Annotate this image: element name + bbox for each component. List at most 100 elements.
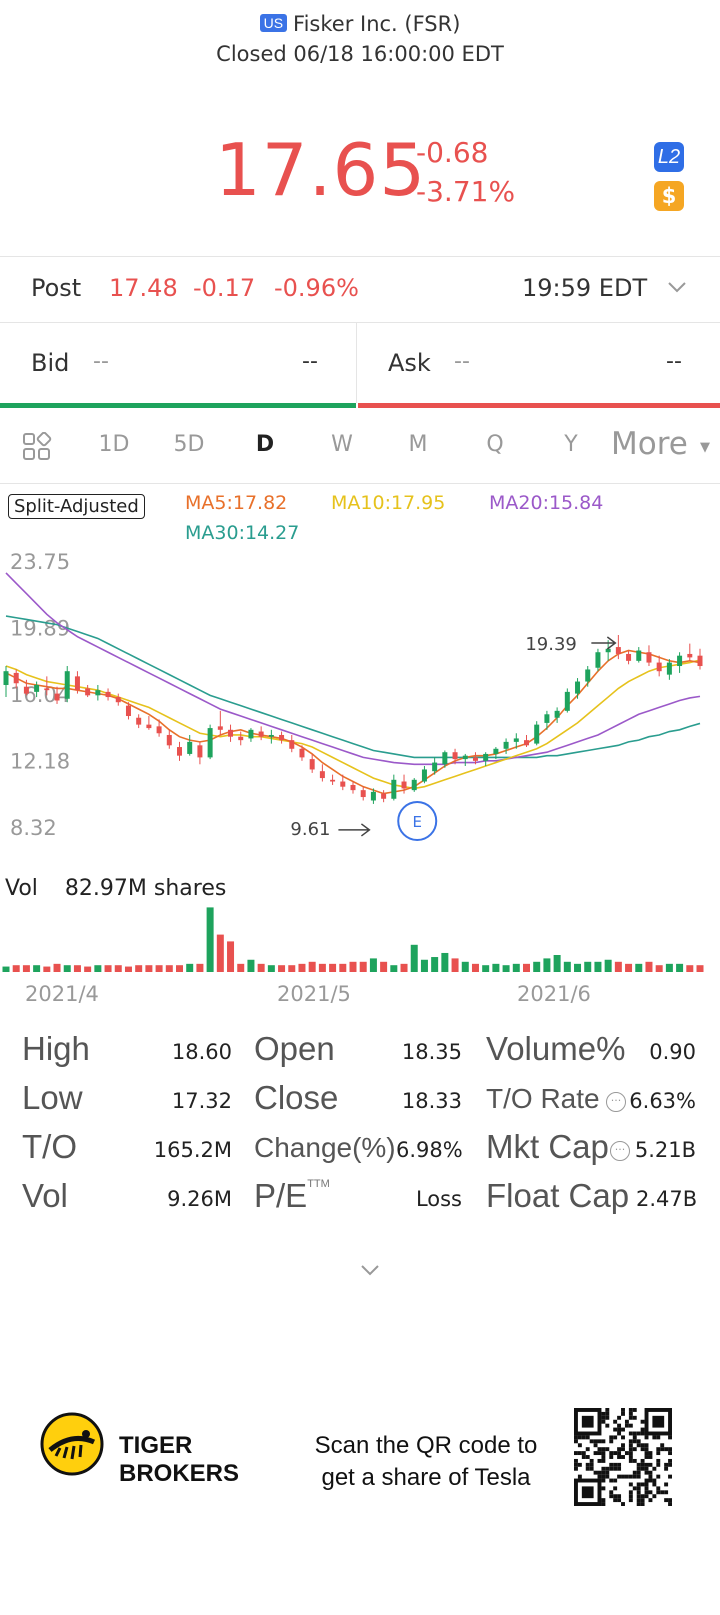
qr-code[interactable]	[574, 1408, 672, 1506]
candle-body	[64, 671, 70, 699]
qr-module	[617, 1498, 622, 1503]
volume-bar	[441, 952, 449, 972]
qr-module	[624, 1451, 629, 1456]
volume-bar	[104, 965, 112, 972]
volume-bar	[533, 961, 541, 972]
tab-more[interactable]: More	[611, 426, 688, 462]
stat-label-pe-text: P/E	[254, 1177, 308, 1214]
dollar-icon[interactable]: $	[654, 181, 684, 211]
volume-header: Vol 82.97M shares	[5, 876, 226, 901]
tab-q[interactable]: Q	[486, 432, 504, 457]
qr-module	[636, 1470, 641, 1475]
tab-1d[interactable]: 1D	[98, 432, 130, 457]
arrow-right-icon	[591, 636, 617, 650]
qr-module	[609, 1494, 614, 1499]
tab-d[interactable]: D	[255, 432, 275, 457]
chevron-down-icon[interactable]	[666, 276, 688, 298]
ma5-label: MA5:17.82	[185, 492, 288, 514]
qr-module	[640, 1494, 645, 1499]
volume-bar	[451, 958, 459, 972]
candle	[564, 688, 570, 713]
bid-panel[interactable]: Bid -- --	[0, 323, 356, 408]
volume-bar	[625, 963, 633, 972]
candle	[105, 688, 111, 701]
qr-module	[640, 1431, 645, 1436]
info-icon[interactable]: ···	[610, 1141, 630, 1161]
volume-bar	[594, 961, 602, 972]
stat-value-vol: 9.26M	[167, 1187, 232, 1211]
candle	[442, 750, 448, 768]
volume-bar	[665, 963, 673, 972]
divider	[0, 322, 720, 323]
volume-bar	[696, 965, 704, 972]
qr-module	[617, 1415, 622, 1420]
promo-text: Scan the QR code to get a share of Tesla	[302, 1430, 550, 1494]
candle-body	[248, 729, 254, 739]
split-adjusted-toggle[interactable]: Split-Adjusted	[8, 494, 145, 519]
candle-body	[513, 738, 519, 742]
volume-bar	[247, 959, 255, 972]
expand-chevron-icon[interactable]	[358, 1262, 382, 1278]
qr-module	[632, 1458, 637, 1463]
tab-y[interactable]: Y	[564, 432, 578, 457]
tab-w[interactable]: W	[331, 432, 353, 457]
candle-body	[299, 748, 305, 758]
promo-line: Scan the QR code to	[314, 1432, 538, 1459]
qr-module	[636, 1462, 641, 1467]
candle	[319, 764, 325, 782]
qr-module	[656, 1447, 661, 1452]
qr-module	[644, 1486, 649, 1491]
level2-icon[interactable]: L2	[654, 142, 684, 172]
qr-module	[656, 1462, 661, 1467]
candle-body	[23, 686, 29, 694]
ask-panel[interactable]: Ask -- --	[357, 323, 720, 408]
stat-value-pe: Loss	[415, 1187, 462, 1211]
qr-module	[624, 1419, 629, 1424]
volume-bar	[84, 966, 92, 972]
qr-module	[636, 1466, 641, 1471]
qr-module	[617, 1423, 622, 1428]
qr-module	[589, 1462, 594, 1467]
tab-5d[interactable]: 5D	[173, 432, 205, 457]
qr-module	[621, 1435, 625, 1440]
volume-bar	[553, 955, 561, 972]
candle	[666, 659, 672, 680]
volume-chart[interactable]	[0, 900, 720, 976]
qr-module	[601, 1447, 606, 1452]
qr-module	[613, 1498, 618, 1503]
qr-module	[628, 1498, 633, 1503]
qr-module	[644, 1494, 649, 1499]
stat-value-open: 18.35	[401, 1040, 462, 1064]
candle	[95, 684, 101, 701]
chart-layout-icon[interactable]	[22, 432, 52, 462]
candle	[217, 710, 223, 735]
info-icon[interactable]: ···	[606, 1092, 626, 1112]
volume-bar	[369, 958, 377, 972]
post-market-row[interactable]: Post 17.48 -0.17 -0.96% 19:59 EDT	[0, 258, 720, 322]
quote-header: US Fisker Inc. (FSR) Closed 06/18 16:00:0…	[0, 0, 720, 256]
qr-module	[585, 1455, 590, 1459]
volume-bar	[308, 961, 316, 972]
candle	[472, 752, 478, 765]
qr-module	[597, 1474, 602, 1479]
qr-module	[613, 1451, 618, 1456]
qr-module	[617, 1466, 622, 1471]
qr-finder	[581, 1415, 594, 1428]
volume-bar	[135, 965, 143, 972]
volume-bar	[349, 961, 357, 972]
qr-module	[613, 1427, 618, 1432]
volume-bar	[563, 961, 571, 972]
qr-module	[640, 1458, 645, 1463]
x-label: 2021/4	[25, 982, 99, 1006]
candle	[585, 666, 591, 687]
candle	[146, 716, 152, 730]
candle-body	[472, 757, 478, 761]
tab-m[interactable]: M	[408, 432, 428, 457]
qr-module	[636, 1486, 641, 1491]
qr-module	[628, 1474, 633, 1479]
volume-bar	[635, 963, 643, 972]
candle-body	[187, 741, 193, 754]
candlestick-chart[interactable]: 23.75 19.89 16.04 12.18 8.32 19.39 9.61 E	[0, 548, 720, 868]
volume-bar	[145, 965, 153, 972]
brand-name: TIGER BROKERS	[119, 1432, 239, 1488]
